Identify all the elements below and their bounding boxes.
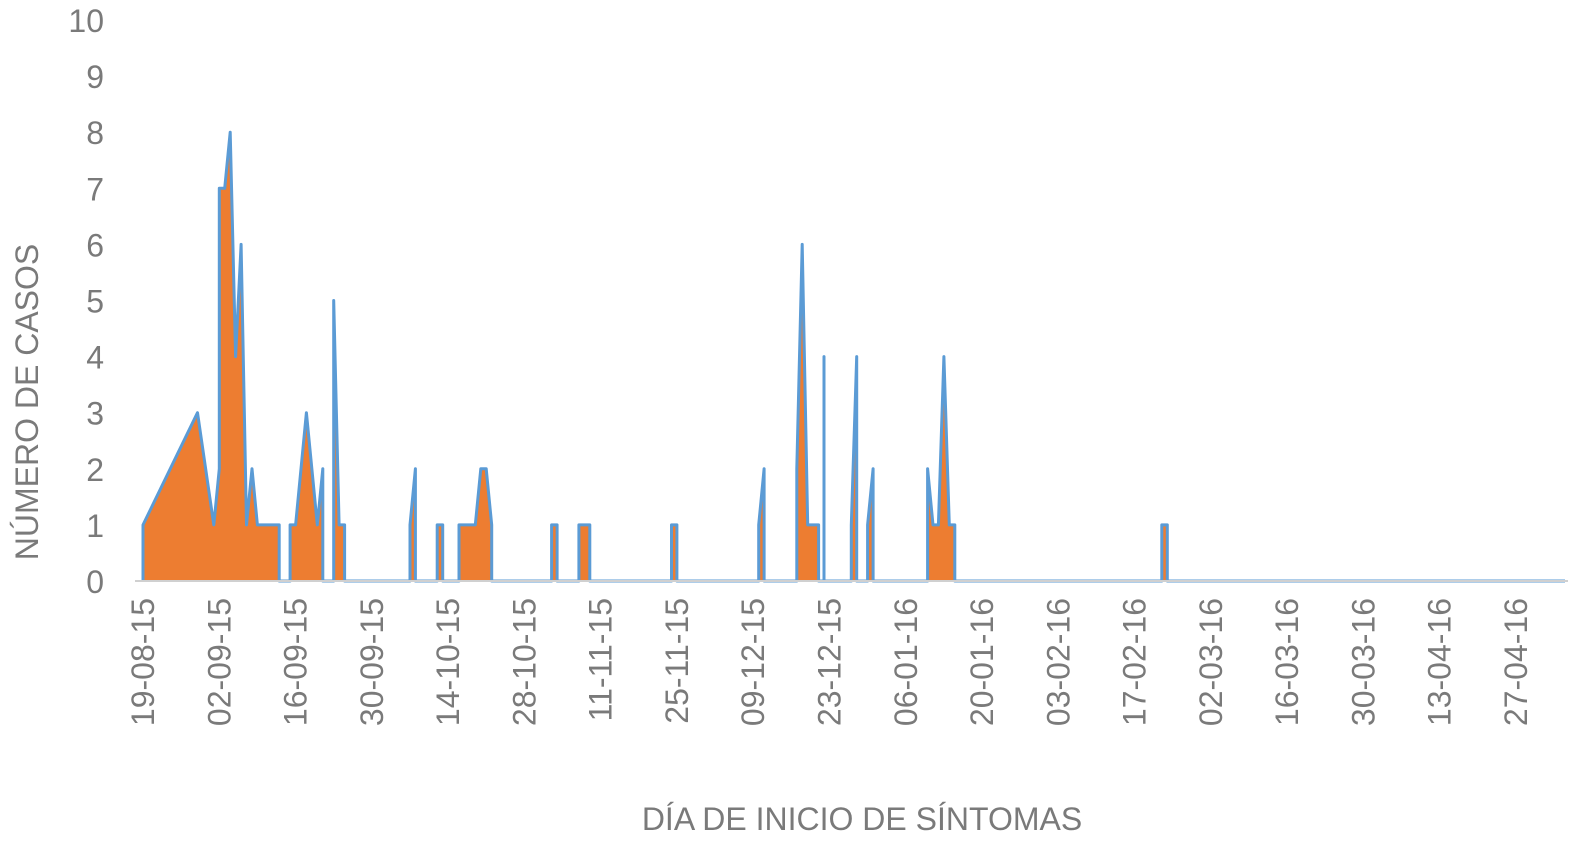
y-tick-label: 2 (86, 452, 104, 488)
x-tick-label: 11-11-15 (583, 598, 619, 721)
y-tick-label: 7 (86, 171, 104, 207)
y-axis-ticks: 0 1 2 3 4 5 6 7 8 9 10 (68, 3, 104, 600)
y-tick-label: 4 (86, 340, 104, 376)
plot-area (141, 130, 1565, 583)
x-tick-label: 20-01-16 (964, 598, 1000, 726)
y-tick-label: 3 (86, 396, 104, 432)
y-axis-title: NÚMERO DE CASOS (9, 244, 45, 560)
x-tick-label: 06-01-16 (888, 598, 924, 726)
x-tick-label: 13-04-16 (1422, 598, 1458, 726)
y-tick-label: 5 (86, 284, 104, 320)
x-tick-label: 30-09-15 (354, 598, 390, 726)
x-tick-label: 30-03-16 (1345, 598, 1381, 726)
x-axis-title: DÍA DE INICIO DE SÍNTOMAS (642, 801, 1082, 837)
series-area (143, 132, 1565, 581)
x-tick-label: 02-03-16 (1193, 598, 1229, 726)
x-tick-label: 28-10-15 (506, 598, 542, 726)
x-axis-ticks: 19-08-15 02-09-15 16-09-15 30-09-15 14-10-15… (125, 598, 1534, 726)
x-tick-label: 23-12-15 (811, 598, 847, 726)
x-tick-label: 09-12-15 (735, 598, 771, 726)
x-tick-label: 03-02-16 (1040, 598, 1076, 726)
x-tick-label: 27-04-16 (1498, 598, 1534, 726)
y-tick-label: 9 (86, 59, 104, 95)
y-tick-label: 0 (86, 564, 104, 600)
x-tick-label: 16-09-15 (278, 598, 314, 726)
y-tick-label: 8 (86, 115, 104, 151)
x-tick-label: 16-03-16 (1269, 598, 1305, 726)
x-tick-label: 19-08-15 (125, 598, 161, 726)
y-tick-label: 10 (68, 3, 104, 39)
x-tick-label: 02-09-15 (201, 598, 237, 726)
x-tick-label: 14-10-15 (430, 598, 466, 726)
x-tick-label: 25-11-15 (659, 598, 695, 724)
x-tick-label: 17-02-16 (1117, 598, 1153, 726)
y-tick-label: 1 (86, 508, 104, 544)
y-tick-label: 6 (86, 227, 104, 263)
